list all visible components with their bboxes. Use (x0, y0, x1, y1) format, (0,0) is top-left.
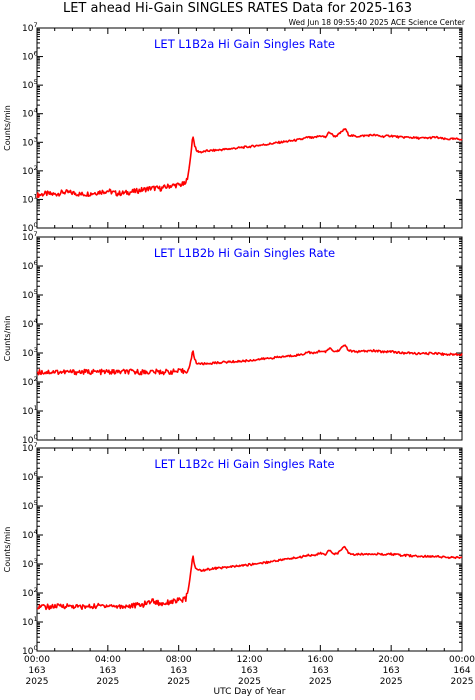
y-tick-label: 107 (22, 21, 38, 34)
y-axis-label: Counts/min (3, 527, 12, 573)
y-tick-label: 101 (22, 404, 38, 417)
y-axis-label: Counts/min (3, 105, 12, 151)
y-tick-label: 106 (22, 470, 38, 483)
y-tick-label: 106 (22, 259, 38, 272)
x-tick-label: 2025 (26, 677, 49, 687)
x-tick-label: 04:00 (95, 655, 121, 665)
y-tick-label: 104 (22, 107, 38, 120)
y-axis-label: Counts/min (3, 316, 12, 362)
x-tick-label: 20:00 (378, 655, 404, 665)
x-tick-label: 2025 (451, 677, 474, 687)
y-tick-label: 104 (22, 528, 38, 541)
x-tick-label: 163 (312, 666, 329, 676)
series-line-1 (36, 128, 463, 198)
x-tick-label: 16:00 (307, 655, 333, 665)
y-tick-label: 103 (22, 135, 38, 148)
y-tick-label: 101 (22, 615, 38, 628)
y-tick-label: 105 (22, 288, 38, 301)
y-tick-label: 103 (22, 346, 38, 359)
plot-frame-1 (36, 27, 463, 229)
x-axis-label: UTC Day of Year (214, 687, 286, 697)
y-tick-label: 102 (22, 586, 38, 599)
x-tick-label: 163 (99, 666, 116, 676)
x-tick-label: 00:00 (449, 655, 475, 665)
y-tick-label: 106 (22, 50, 38, 63)
x-tick-label: 163 (383, 666, 400, 676)
panel-title: LET L1B2c Hi Gain Singles Rate (154, 457, 334, 471)
plot-frame-3 (36, 447, 463, 652)
x-tick-label: 00:00 (24, 655, 50, 665)
x-tick-label: 08:00 (166, 655, 192, 665)
x-tick-label: 163 (28, 666, 45, 676)
y-tick-label: 102 (22, 375, 38, 388)
series-line-2 (36, 344, 463, 376)
y-tick-label: 105 (22, 78, 38, 91)
x-tick-label: 2025 (380, 677, 403, 687)
x-tick-label: 163 (241, 666, 258, 676)
panel-title: LET L1B2a Hi Gain Singles Rate (154, 37, 335, 51)
x-tick-label: 12:00 (237, 655, 263, 665)
x-tick-label: 2025 (167, 677, 190, 687)
x-tick-label: 2025 (309, 677, 332, 687)
plot-frame-2 (36, 236, 463, 441)
x-tick-label: 164 (453, 666, 470, 676)
x-tick-label: 2025 (96, 677, 119, 687)
y-tick-label: 102 (22, 164, 38, 177)
y-tick-label: 103 (22, 557, 38, 570)
page-title: LET ahead Hi-Gain SINGLES RATES Data for… (62, 1, 413, 16)
y-tick-label: 104 (22, 317, 38, 330)
x-tick-label: 163 (170, 666, 187, 676)
x-tick-label: 2025 (238, 677, 261, 687)
series-line-3 (36, 545, 463, 611)
y-tick-label: 101 (22, 192, 38, 205)
timestamp: Wed Jun 18 09:55:40 2025 ACE Science Cen… (288, 18, 465, 27)
panel-title: LET L1B2b Hi Gain Singles Rate (154, 246, 335, 260)
y-tick-label: 105 (22, 499, 38, 512)
